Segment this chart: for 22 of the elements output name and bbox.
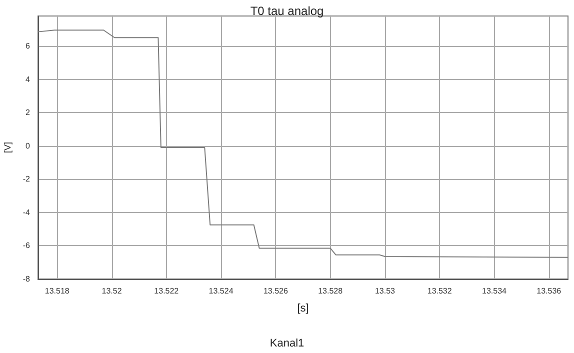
y-tick-label: 2 (26, 108, 31, 118)
y-axis-title: [V] (2, 142, 12, 154)
x-tick-label: 13.526 (263, 286, 288, 296)
x-tick-label: 13.52 (102, 286, 122, 296)
text: Kanal1 (270, 338, 304, 350)
y-tick-label: -2 (22, 174, 31, 184)
y-tick-label: 0 (26, 141, 31, 150)
x-tick-label: 13.524 (208, 286, 234, 296)
y-tick-label: -4 (22, 208, 31, 217)
x-tick-label: 13.534 (482, 286, 508, 296)
y-tick-label: -6 (22, 241, 31, 250)
y-tick-label: -8 (22, 274, 31, 284)
y-tick-label: 6 (26, 41, 31, 50)
x-tick-label: 13.532 (427, 286, 452, 296)
chart-title: T0 tau analog (250, 4, 324, 18)
x-tick-label: 13.536 (536, 286, 562, 296)
x-tick-label: 13.53 (374, 286, 396, 296)
x-tick-label: 13.518 (44, 286, 70, 296)
x-tick-label: 13.528 (318, 286, 344, 296)
x-axis-title: [s] (297, 302, 309, 314)
y-tick-label: 4 (26, 74, 31, 84)
x-tick-label: 13.522 (154, 286, 180, 296)
